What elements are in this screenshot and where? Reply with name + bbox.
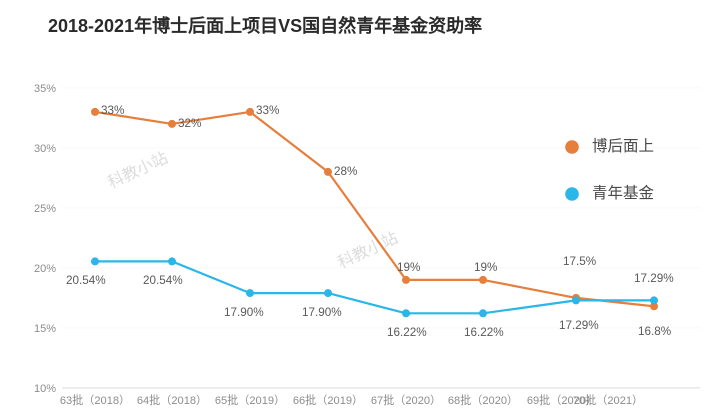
svg-text:科教小站: 科教小站 bbox=[105, 149, 171, 192]
svg-text:15%: 15% bbox=[34, 323, 56, 335]
svg-text:17.29%: 17.29% bbox=[634, 272, 674, 285]
svg-text:17.29%: 17.29% bbox=[559, 319, 599, 332]
svg-text:25%: 25% bbox=[34, 203, 56, 215]
svg-text:67批（2020）: 67批（2020） bbox=[371, 393, 441, 407]
svg-text:33%: 33% bbox=[101, 104, 124, 117]
svg-text:68批（2020）: 68批（2020） bbox=[448, 393, 518, 407]
svg-text:科教小站: 科教小站 bbox=[335, 229, 401, 272]
svg-text:16.22%: 16.22% bbox=[387, 326, 427, 339]
svg-text:63批（2018）: 63批（2018） bbox=[60, 393, 130, 407]
svg-text:16.22%: 16.22% bbox=[464, 326, 504, 339]
svg-text:65批（2019）: 65批（2019） bbox=[215, 393, 285, 407]
svg-text:32%: 32% bbox=[178, 117, 201, 130]
svg-text:66批（2019）: 66批（2019） bbox=[293, 393, 363, 407]
svg-text:30%: 30% bbox=[34, 143, 56, 155]
svg-text:20.54%: 20.54% bbox=[143, 274, 183, 287]
svg-text:青年基金: 青年基金 bbox=[592, 184, 655, 202]
svg-text:19%: 19% bbox=[397, 261, 420, 274]
svg-text:35%: 35% bbox=[34, 83, 56, 95]
svg-text:33%: 33% bbox=[256, 104, 279, 117]
svg-text:20%: 20% bbox=[34, 263, 56, 275]
svg-text:20.54%: 20.54% bbox=[66, 274, 106, 287]
svg-text:10%: 10% bbox=[34, 383, 56, 395]
svg-text:16.8%: 16.8% bbox=[638, 325, 671, 338]
svg-text:博后面上: 博后面上 bbox=[592, 137, 654, 155]
svg-text:19%: 19% bbox=[474, 261, 497, 274]
svg-text:70批（2021）: 70批（2021） bbox=[573, 393, 643, 407]
svg-text:28%: 28% bbox=[334, 165, 357, 178]
svg-text:17.90%: 17.90% bbox=[302, 306, 342, 319]
svg-text:64批（2018）: 64批（2018） bbox=[137, 393, 207, 407]
svg-text:17.90%: 17.90% bbox=[224, 306, 264, 319]
svg-text:17.5%: 17.5% bbox=[563, 255, 596, 268]
